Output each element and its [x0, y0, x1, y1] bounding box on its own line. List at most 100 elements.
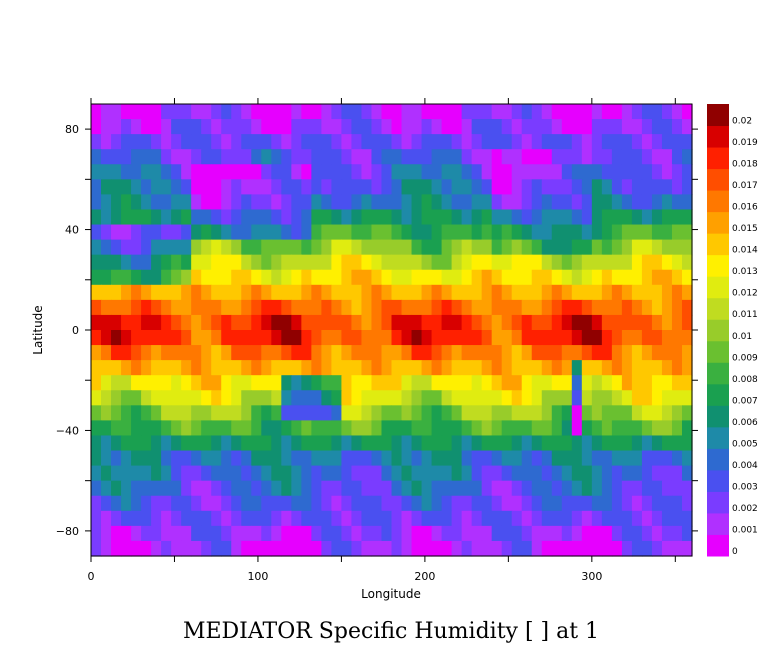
field-cell: [601, 390, 613, 406]
field-cell: [631, 360, 643, 376]
field-cell: [501, 149, 513, 165]
field-cell: [551, 495, 563, 512]
field-cell: [621, 314, 633, 331]
field-cell: [281, 194, 292, 211]
field-cell: [481, 510, 493, 527]
field-cell: [211, 104, 222, 120]
field-cell: [401, 405, 413, 421]
field-cell: [281, 269, 292, 286]
field-cell: [111, 149, 122, 165]
field-cell: [581, 239, 593, 256]
field-cell: [601, 330, 613, 346]
field-cell: [241, 254, 252, 271]
field-cell: [321, 510, 332, 527]
field-cell: [311, 390, 322, 406]
field-cell: [211, 119, 222, 135]
field-cell: [461, 119, 473, 135]
field-cell: [361, 239, 373, 256]
field-cell: [491, 390, 503, 406]
field-cell: [201, 450, 212, 467]
field-cell: [281, 390, 292, 406]
field-cell: [631, 119, 643, 135]
field-cell: [211, 540, 222, 557]
field-cell: [631, 224, 643, 241]
field-cell: [421, 239, 433, 256]
field-cell: [111, 465, 122, 482]
field-cell: [271, 164, 282, 180]
field-cell: [191, 360, 202, 376]
field-cell: [501, 104, 513, 120]
field-cell: [601, 420, 613, 437]
field-cell: [401, 540, 413, 557]
field-cell: [591, 345, 603, 361]
field-cell: [321, 420, 332, 437]
field-cell: [131, 405, 142, 421]
field-cell: [681, 179, 693, 195]
field-cell: [461, 435, 473, 452]
field-cell: [511, 314, 523, 331]
field-cell: [311, 179, 322, 195]
x-tick-label: 300: [581, 570, 602, 583]
field-cell: [671, 345, 683, 361]
field-cell: [471, 209, 483, 226]
field-cell: [551, 375, 563, 391]
field-cell: [621, 299, 633, 316]
field-cell: [221, 194, 232, 211]
field-cell: [261, 405, 272, 421]
field-cell: [381, 284, 393, 301]
field-cell: [601, 345, 613, 361]
field-cell: [651, 119, 663, 135]
field-cell: [311, 510, 322, 527]
field-cell: [211, 330, 222, 346]
field-cell: [461, 299, 473, 316]
field-cell: [461, 149, 473, 165]
field-cell: [631, 104, 643, 120]
field-cell: [281, 149, 292, 165]
field-cell: [391, 450, 403, 467]
field-cell: [311, 420, 322, 437]
field-cell: [191, 450, 202, 467]
field-cell: [591, 209, 603, 226]
field-cell: [521, 209, 533, 226]
field-cell: [531, 104, 543, 120]
field-cell: [121, 360, 132, 376]
field-cell: [611, 254, 623, 271]
field-cell: [361, 134, 373, 150]
field-cell: [491, 209, 503, 226]
field-cell: [391, 239, 403, 256]
field-cell: [241, 375, 252, 391]
field-cell: [621, 104, 633, 120]
field-cell: [151, 435, 162, 452]
field-cell: [171, 239, 182, 256]
field-cell: [371, 314, 383, 331]
field-cell: [191, 405, 202, 421]
field-cell: [661, 269, 673, 286]
field-cell: [231, 254, 242, 271]
field-cell: [621, 480, 633, 497]
field-cell: [441, 119, 453, 135]
field-cell: [361, 149, 373, 165]
field-cell: [601, 435, 613, 452]
field-cell: [161, 299, 172, 316]
field-cell: [291, 435, 302, 452]
field-cell: [521, 435, 533, 452]
field-cell: [411, 254, 423, 271]
field-cell: [341, 224, 353, 241]
field-cell: [631, 209, 643, 226]
field-cell: [421, 420, 433, 437]
field-cell: [281, 164, 292, 180]
field-cell: [101, 284, 112, 301]
field-cell: [641, 314, 653, 331]
field-cell: [601, 104, 613, 120]
field-cell: [291, 510, 302, 527]
field-cell: [311, 330, 322, 346]
field-cell: [261, 224, 272, 241]
field-cell: [591, 299, 603, 316]
field-cell: [491, 345, 503, 361]
field-cell: [261, 525, 272, 542]
field-cell: [331, 104, 343, 120]
field-cell: [251, 299, 262, 316]
field-cell: [431, 525, 443, 542]
field-cell: [181, 345, 192, 361]
field-cell: [241, 209, 252, 226]
